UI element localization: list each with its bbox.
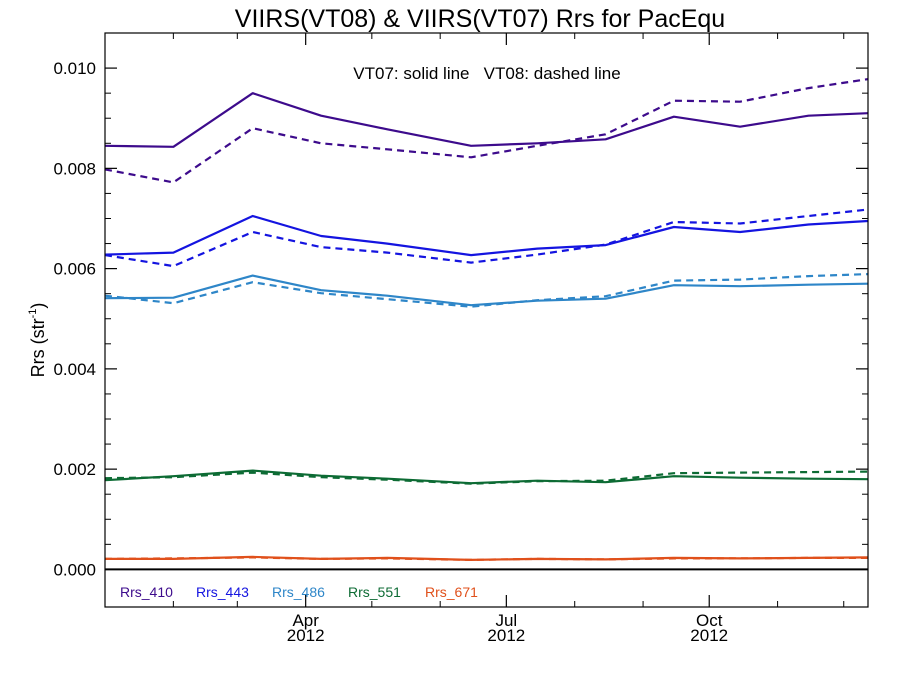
series-line-rrs-486-dashed	[104, 273, 869, 308]
series-line-rrs-410-dashed	[104, 78, 869, 184]
legend-item-rrs-551: Rrs_551	[348, 584, 401, 600]
series-line-rrs-410-solid	[104, 92, 869, 148]
y-tick-label: 0.002	[53, 460, 96, 479]
series-layer	[104, 78, 869, 562]
chart-annotation: VT07: solid line VT08: dashed line	[353, 64, 620, 83]
chart-title: VIIRS(VT08) & VIIRS(VT07) Rrs for PacEqu	[235, 5, 725, 33]
axis-layer: 0.0000.0020.0040.0060.0080.010Apr2012Jul…	[53, 32, 869, 645]
y-tick-label: 0.006	[53, 260, 96, 279]
legend-item-rrs-443: Rrs_443	[196, 584, 249, 600]
plot-frame	[104, 32, 869, 608]
y-tick-label: 0.010	[53, 59, 96, 78]
y-axis-label-text: Rrs (str	[28, 318, 48, 377]
series-line-rrs-486-solid	[104, 274, 869, 307]
x-tick-year-label: 2012	[287, 626, 325, 645]
x-tick-label: Oct	[696, 611, 723, 630]
x-tick-label: Jul	[495, 611, 517, 630]
x-tick-year-label: 2012	[487, 626, 525, 645]
series-line-rrs-443-solid	[104, 214, 869, 257]
legend: Rrs_410 Rrs_443 Rrs_486 Rrs_551 Rrs_671	[120, 584, 478, 600]
x-tick-label: Apr	[292, 611, 319, 630]
legend-item-rrs-486: Rrs_486	[272, 584, 325, 600]
y-axis-label: Rrs (str-1)	[27, 303, 48, 378]
y-tick-label: 0.000	[53, 560, 96, 579]
series-line-rrs-443-dashed	[104, 208, 869, 268]
x-tick-year-label: 2012	[690, 626, 728, 645]
legend-item-rrs-671: Rrs_671	[425, 584, 478, 600]
y-tick-label: 0.008	[53, 159, 96, 178]
y-axis-label-close: )	[28, 303, 48, 309]
legend-item-rrs-410: Rrs_410	[120, 584, 173, 600]
y-tick-label: 0.004	[53, 360, 96, 379]
series-line-rrs-671-dashed	[104, 556, 868, 562]
series-line-rrs-551-dashed	[104, 470, 869, 485]
y-axis-label-superscript: -1	[27, 309, 39, 319]
